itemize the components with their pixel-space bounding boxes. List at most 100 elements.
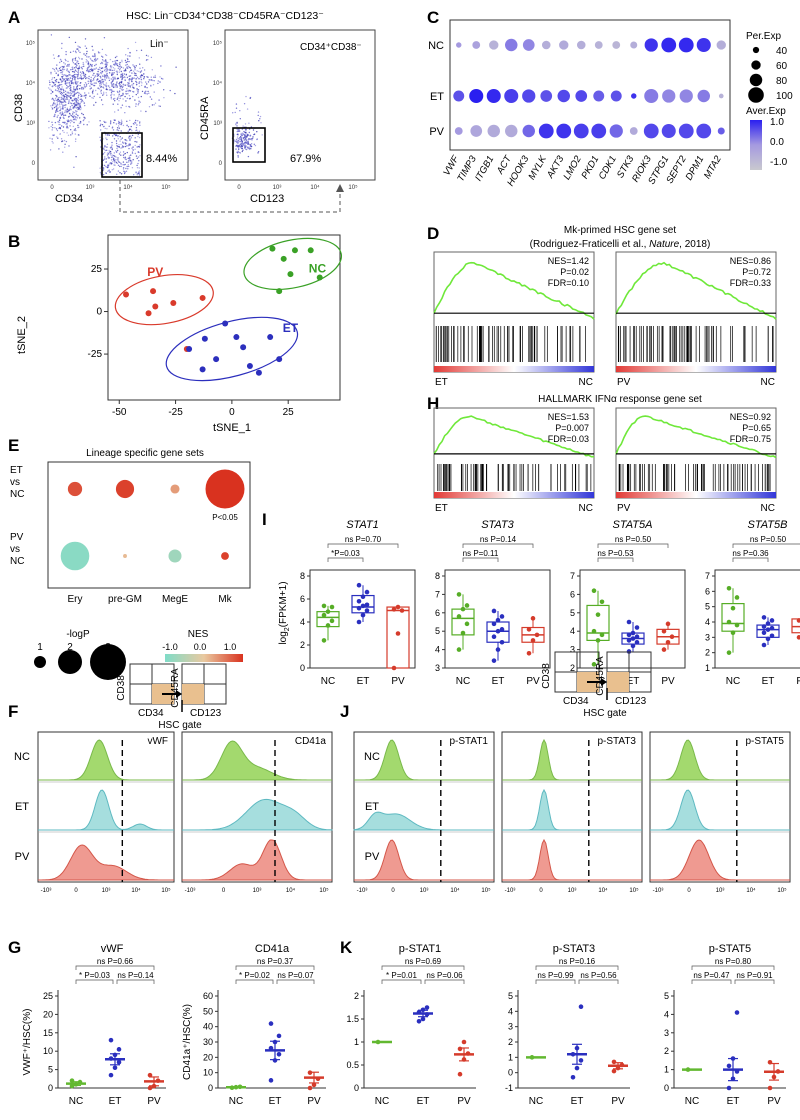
flow-event [249, 146, 251, 148]
boxplot-x-label: ET [357, 676, 370, 687]
flow-event [53, 57, 55, 59]
sig-bracket [732, 557, 769, 562]
box-point [591, 662, 597, 667]
flow-event [121, 94, 123, 97]
flow-event [71, 70, 74, 73]
flow-event [71, 82, 74, 84]
flow-event [81, 95, 83, 97]
flow-event [108, 72, 111, 74]
flow-event [55, 94, 57, 97]
flow-event [65, 109, 67, 111]
sig-bracket [235, 979, 274, 984]
flow-event [119, 97, 121, 100]
flow-event [115, 161, 118, 164]
y-tick-label: 6 [570, 589, 575, 599]
hist-pstat5-marker: p-STAT5 [745, 736, 784, 747]
y-tick-label: 5 [664, 991, 669, 1001]
nes-tick: 1.0 [224, 642, 237, 652]
flow-event [93, 79, 95, 81]
flow-event [100, 77, 102, 79]
flow-event [71, 120, 73, 122]
flow-event [94, 64, 96, 67]
box-point [769, 633, 775, 639]
flow-event [48, 127, 50, 129]
dotplot-dot [489, 40, 499, 50]
data-point [734, 1010, 740, 1015]
flow-event [106, 128, 108, 130]
plot1-label: Lin⁻ [150, 39, 169, 50]
flow-event [75, 111, 77, 113]
flow-event [65, 77, 67, 80]
y-tick-label: 4 [508, 1006, 513, 1016]
gate-caption: HSC gate [158, 720, 202, 730]
flow-event [127, 161, 130, 163]
flow-event [120, 85, 123, 87]
flow-event [244, 135, 246, 137]
flow-event [77, 103, 80, 105]
flow-event [71, 68, 74, 71]
flow-event [110, 159, 113, 161]
flow-event [88, 70, 90, 72]
flow-event [119, 136, 121, 138]
hist-x-tick: -10³ [653, 888, 664, 894]
hist-x-tick: 10³ [102, 888, 111, 894]
flow-event [52, 127, 54, 129]
flow-event [112, 161, 114, 163]
box-point [360, 603, 366, 609]
flow-event [95, 89, 97, 92]
box-point [599, 599, 605, 605]
flow-event [241, 142, 243, 144]
flow-event [139, 67, 141, 70]
flow-event [117, 164, 120, 166]
dotplot-dot [522, 39, 535, 51]
hist-pstat1-hist-et [353, 811, 494, 831]
hist-row-label: PV [365, 851, 380, 863]
flow-event [69, 85, 71, 87]
boxplot-x-label: PV [796, 676, 800, 687]
flow-event [130, 163, 132, 165]
sig-bracket [597, 543, 669, 548]
flow-event [115, 156, 117, 158]
flow-event [106, 146, 108, 148]
flow-event [57, 98, 59, 101]
flow-event [91, 55, 94, 57]
plot2-label: CD34⁺CD38⁻ [300, 42, 362, 53]
y-tick-label: 8 [300, 571, 305, 581]
flow-event [114, 68, 116, 70]
flow-event [133, 77, 135, 79]
flow-event [62, 69, 64, 71]
gate-y-label: CD38 [116, 675, 127, 701]
flow-event [242, 149, 244, 151]
flow-event [128, 89, 131, 92]
flow-event [98, 73, 100, 75]
flow-event [64, 98, 66, 100]
flow-event [94, 53, 96, 55]
flow-event [104, 77, 106, 79]
flow-event [56, 116, 58, 118]
flow-event [79, 117, 81, 119]
flow-event [126, 84, 128, 86]
flow-event [236, 128, 238, 130]
flow-event [123, 156, 125, 159]
flow-event [65, 75, 68, 78]
flow-event [128, 135, 130, 137]
flow-event [58, 67, 61, 70]
gsea-d-title: Mk-primed HSC gene set [564, 225, 676, 236]
flow-event [247, 155, 250, 158]
hist-pstat5-hist-nc [650, 739, 790, 781]
hist-vwf-hist-pv [38, 844, 174, 881]
dotplot-dot [576, 40, 586, 50]
flow-event [75, 67, 78, 69]
flow-event [52, 98, 54, 100]
flow-event [135, 103, 137, 105]
y-tick-label: 5 [435, 626, 440, 636]
hist-pstat1-hist-pv [354, 839, 494, 881]
tsne-point [276, 288, 283, 295]
box-point [364, 589, 370, 595]
dotplot-dot [630, 41, 638, 49]
flow-event [62, 89, 65, 91]
flow-event [237, 154, 239, 157]
flow-event [125, 54, 127, 56]
flow-event [250, 145, 253, 148]
gsea-h-right-stat: FDR=0.75 [730, 434, 771, 444]
